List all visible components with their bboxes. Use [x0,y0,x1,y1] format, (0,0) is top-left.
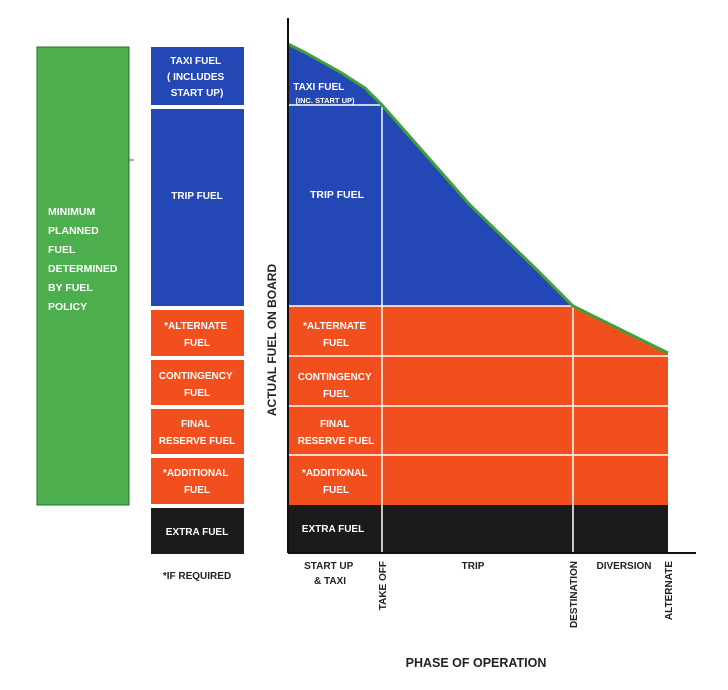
legend-trip-fuel [151,109,244,306]
chart-extra-fuel-band [288,505,668,553]
legend-trip-fuel-label: TRIP FUEL [171,191,222,202]
phase-trip-label: TRIP [462,561,485,572]
legend-final-reserve-fuel-label: FINAL RESERVE FUEL [159,419,236,447]
legend-contingency-fuel-label: CONTINGENCY FUEL [159,371,236,399]
legend-taxi-fuel-label: TAXI FUEL ( INCLUDES START UP) [167,56,227,99]
legend-alternate-fuel [151,310,244,356]
milestone-alternate-label: ALTERNATE [664,561,675,620]
chart-contingency-band [288,356,668,406]
legend-taxi-fuel [151,47,244,105]
legend-extra-fuel-label: EXTRA FUEL [166,527,228,538]
phase-diversion-label: DIVERSION [596,561,651,572]
chart-additional-fuel-label: *ADDITIONAL FUEL [302,468,370,496]
legend-contingency-fuel [151,360,244,405]
chart-trip-fuel-label: TRIP FUEL [310,189,365,201]
legend-final-reserve-fuel [151,409,244,454]
chart-additional-band [288,455,668,505]
fuel-policy-box [36,46,130,506]
chart-trip-fuel-region [288,44,573,306]
legend-additional-fuel-label: *ADDITIONAL FUEL [163,468,231,496]
y-axis-title: ACTUAL FUEL ON BOARD [265,264,279,417]
x-axis-title: PHASE OF OPERATION [406,656,547,670]
chart-final-reserve-fuel-label: FINAL RESERVE FUEL [298,419,375,447]
chart-alternate-fuel-label: *ALTERNATE FUEL [303,321,369,349]
phase-startup-taxi-label: START UP & TAXI [304,561,356,587]
milestone-destination-label: DESTINATION [569,561,580,628]
chart-grid-lines [288,104,668,553]
fuel-policy-text: MINIMUM PLANNED FUEL DETERMINED BY FUEL … [48,206,120,313]
legend-extra-fuel [151,508,244,554]
chart-taxi-fuel-label: TAXI FUEL (INC. START UP) [293,77,355,105]
milestone-take-off-label: TAKE OFF [378,561,389,610]
legend-footnote: *IF REQUIRED [163,571,231,582]
chart-extra-fuel-label: EXTRA FUEL [302,524,364,535]
legend-additional-fuel [151,458,244,504]
chart-final-reserve-band [288,406,668,455]
chart-contingency-fuel-label: CONTINGENCY FUEL [298,372,375,400]
legend-alternate-fuel-label: *ALTERNATE FUEL [164,321,230,349]
fuel-on-board-curve [287,42,669,355]
